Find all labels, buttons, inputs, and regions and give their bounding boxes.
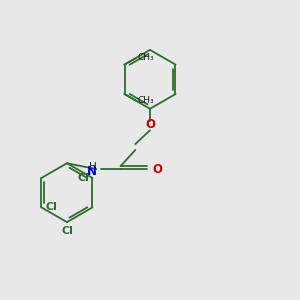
Text: CH₃: CH₃: [137, 96, 154, 105]
Text: H: H: [89, 162, 97, 172]
Text: Cl: Cl: [45, 202, 57, 212]
Text: N: N: [87, 165, 97, 178]
Text: Cl: Cl: [61, 226, 73, 236]
Text: CH₃: CH₃: [137, 53, 154, 62]
Text: Cl: Cl: [77, 173, 89, 183]
Text: O: O: [145, 118, 155, 131]
Text: O: O: [152, 163, 162, 176]
